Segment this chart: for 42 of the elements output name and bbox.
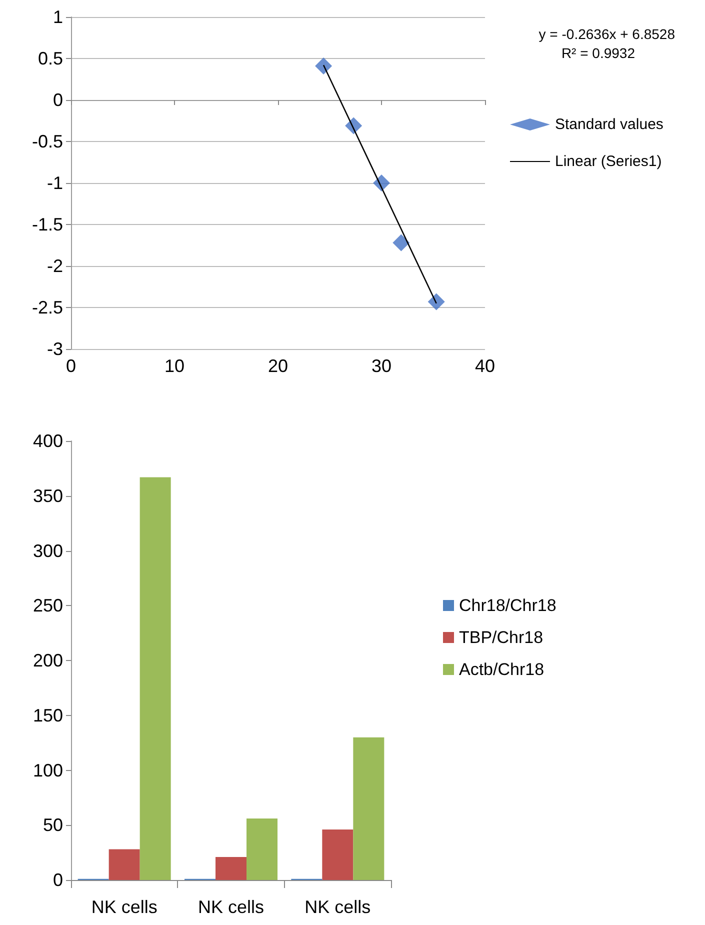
y-tick-label: 0 <box>52 90 63 110</box>
y-tick-label: 400 <box>32 431 63 451</box>
y-tick-label: -2.5 <box>32 298 63 318</box>
y-tick-label: -1.5 <box>32 214 63 234</box>
x-tick-label: NK cells <box>91 897 158 917</box>
x-tick-label: 40 <box>474 356 496 376</box>
y-tick-label: 300 <box>32 540 63 561</box>
bar <box>140 477 171 880</box>
point <box>392 234 410 252</box>
y-tick-label: 150 <box>32 705 63 726</box>
point <box>315 57 332 74</box>
legend-label: Standard values <box>555 116 664 133</box>
bar <box>246 818 278 880</box>
legend-label: Chr18/Chr18 <box>459 596 556 615</box>
legend-label: Actb/Chr18 <box>459 660 544 679</box>
y-tick-label: 250 <box>32 596 63 616</box>
text: y = -0.2636x + 6.8528 <box>538 26 676 42</box>
legend-label: TBP/Chr18 <box>459 628 544 647</box>
y-tick-label: 0 <box>52 870 63 890</box>
y-tick-label: 0.5 <box>38 48 63 68</box>
y-tick-label: 50 <box>42 815 63 836</box>
x-tick-label: 20 <box>268 356 288 376</box>
y-tick-label: -1 <box>46 173 63 193</box>
bar <box>108 849 140 880</box>
y-tick-label: 200 <box>32 650 63 670</box>
x-tick-label: NK cells <box>304 897 371 917</box>
bar <box>322 830 354 880</box>
y-tick-label: -2 <box>46 256 63 276</box>
x-tick-label: 0 <box>66 356 76 376</box>
y-tick-label: 350 <box>32 486 63 506</box>
text: R² = 0.9932 <box>561 45 636 61</box>
bar <box>216 856 246 880</box>
y-tick-label: 100 <box>32 760 63 780</box>
point <box>428 293 445 310</box>
x-tick-label: 10 <box>164 356 185 376</box>
y-tick-label: -3 <box>46 339 63 359</box>
legend-label: Linear (Series1) <box>555 153 662 170</box>
y-tick-label: 1 <box>52 7 63 27</box>
y-tick-label: -0.5 <box>32 132 63 152</box>
bar <box>353 737 384 880</box>
x-tick-label: 30 <box>371 356 392 376</box>
x-tick-label: NK cells <box>198 897 264 917</box>
